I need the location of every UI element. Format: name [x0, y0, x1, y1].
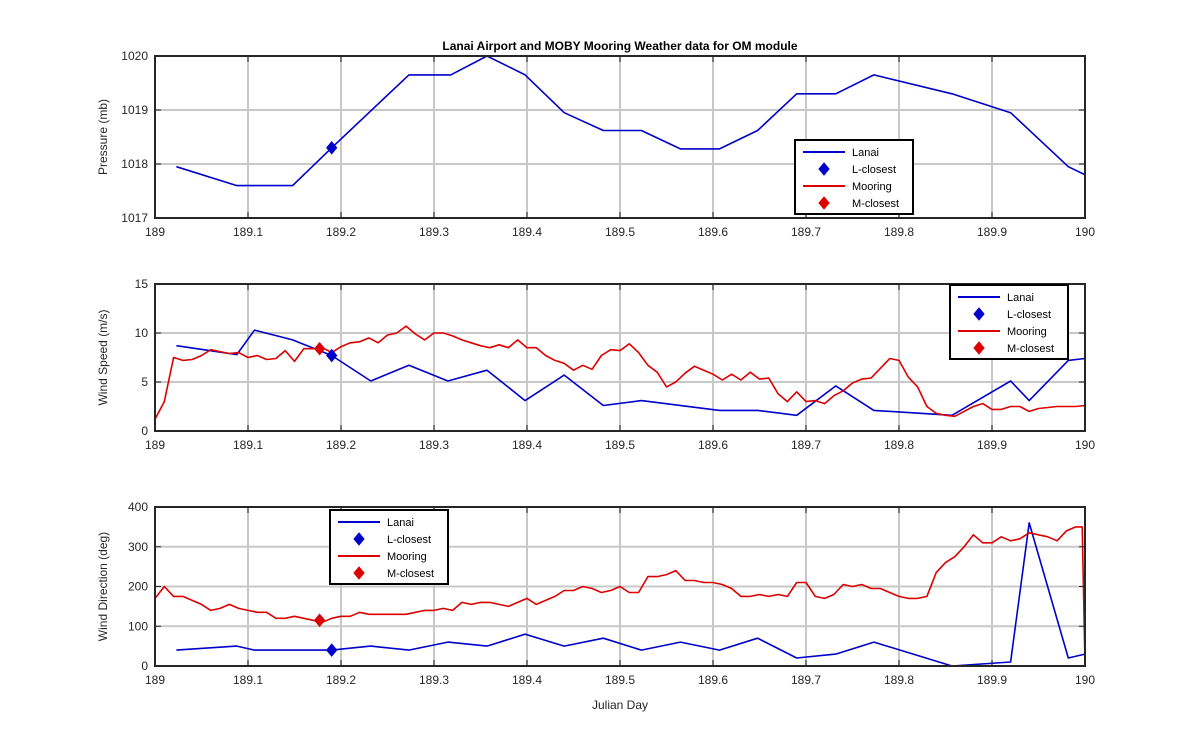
x-tick-label: 189.3 — [419, 438, 449, 452]
figure-title: Lanai Airport and MOBY Mooring Weather d… — [442, 39, 797, 53]
x-tick-label: 189.4 — [512, 225, 542, 239]
y-tick-label: 300 — [128, 540, 148, 554]
x-tick-label: 189 — [145, 673, 165, 687]
y-tick-label: 400 — [128, 500, 148, 514]
marker-l-closest — [326, 141, 338, 155]
legend-label: M-closest — [387, 568, 434, 580]
legend: Lanai L-closest Mooring M-closest — [949, 284, 1069, 360]
y-tick-label: 200 — [128, 580, 148, 594]
series-line-mooring — [155, 325, 1085, 420]
marker-m-closest — [313, 613, 326, 628]
x-tick-label: 189.4 — [512, 673, 542, 687]
legend-label: Mooring — [852, 181, 892, 193]
series-line-lanai — [176, 56, 1085, 187]
legend-label: Lanai — [852, 147, 879, 159]
x-tick-label: 189.9 — [977, 673, 1007, 687]
legend-label: Lanai — [1007, 292, 1034, 304]
y-tick-label: 1018 — [121, 157, 148, 171]
y-tick-label: 1019 — [121, 103, 148, 117]
legend-label: L-closest — [1007, 309, 1051, 321]
marker-l-closest — [326, 643, 338, 657]
legend-marker-m-closest — [973, 341, 985, 355]
legend: Lanai L-closest Mooring M-closest — [794, 139, 914, 215]
y-tick-label: 10 — [135, 326, 149, 340]
y-tick-label: 100 — [128, 619, 148, 633]
x-tick-label: 190 — [1075, 673, 1095, 687]
x-tick-label: 189.2 — [326, 225, 356, 239]
x-tick-label: 189.5 — [605, 438, 635, 452]
legend-marker-l-closest — [973, 307, 985, 321]
subplot-group: 189 189.1 189.2 189.3 189.4 189.5 189.6 189.7 18… — [96, 49, 1095, 687]
marker-m-closest — [313, 341, 326, 356]
x-tick-label: 189.7 — [791, 438, 821, 452]
x-tick-label: 190 — [1075, 438, 1095, 452]
legend-marker-m-closest — [818, 196, 830, 210]
y-axis-label: Wind Speed (m/s) — [96, 309, 110, 405]
x-tick-label: 189.8 — [884, 225, 914, 239]
x-tick-label: 189.7 — [791, 673, 821, 687]
legend-marker-m-closest — [353, 566, 365, 580]
x-tick-label: 189 — [145, 225, 165, 239]
y-tick-label: 0 — [141, 659, 148, 673]
x-tick-label: 189.8 — [884, 673, 914, 687]
y-tick-label: 15 — [135, 277, 149, 291]
legend-marker-l-closest — [353, 532, 365, 546]
x-tick-label: 189.2 — [326, 438, 356, 452]
x-tick-label: 189.7 — [791, 225, 821, 239]
x-tick-label: 189.9 — [977, 438, 1007, 452]
legend-label: Mooring — [1007, 326, 1047, 338]
legend-label: Lanai — [387, 517, 414, 529]
x-tick-label: 189.1 — [233, 225, 263, 239]
legend-label: M-closest — [852, 198, 899, 210]
y-tick-label: 5 — [141, 375, 148, 389]
y-axis-label: Pressure (mb) — [96, 99, 110, 175]
x-tick-label: 190 — [1075, 225, 1095, 239]
x-tick-label: 189.6 — [698, 438, 728, 452]
y-tick-label: 0 — [141, 424, 148, 438]
x-tick-label: 189.3 — [419, 225, 449, 239]
x-tick-label: 189.1 — [233, 438, 263, 452]
x-tick-label: 189.8 — [884, 438, 914, 452]
legend: Lanai L-closest Mooring M-closest — [329, 509, 449, 585]
x-tick-label: 189.9 — [977, 225, 1007, 239]
subplot-1: 189 189.1 189.2 189.3 189.4 189.5 189.6 189.7 18… — [96, 49, 1095, 239]
subplot-2: 189 189.1 189.2 189.3 189.4 189.5 189.6 189.7 18… — [96, 277, 1095, 452]
y-tick-label: 1020 — [121, 49, 148, 63]
x-tick-label: 189.6 — [698, 225, 728, 239]
x-tick-label: 189.3 — [419, 673, 449, 687]
legend-marker-l-closest — [818, 162, 830, 176]
y-tick-label: 1017 — [121, 211, 148, 225]
subplot-3: 189 189.1 189.2 189.3 189.4 189.5 189.6 189.7 18… — [96, 500, 1095, 687]
x-tick-label: 189.5 — [605, 673, 635, 687]
x-tick-label: 189.4 — [512, 438, 542, 452]
x-tick-label: 189.6 — [698, 673, 728, 687]
x-tick-label: 189 — [145, 438, 165, 452]
x-axis-label: Julian Day — [592, 698, 648, 712]
legend-label: L-closest — [387, 534, 431, 546]
y-axis-label: Wind Direction (deg) — [96, 532, 110, 641]
x-tick-label: 189.5 — [605, 225, 635, 239]
x-tick-label: 189.2 — [326, 673, 356, 687]
legend-label: L-closest — [852, 164, 896, 176]
legend-label: M-closest — [1007, 343, 1054, 355]
legend-label: Mooring — [387, 551, 427, 563]
series-line-mooring — [155, 526, 1085, 665]
marker-l-closest — [326, 348, 338, 363]
x-tick-label: 189.1 — [233, 673, 263, 687]
